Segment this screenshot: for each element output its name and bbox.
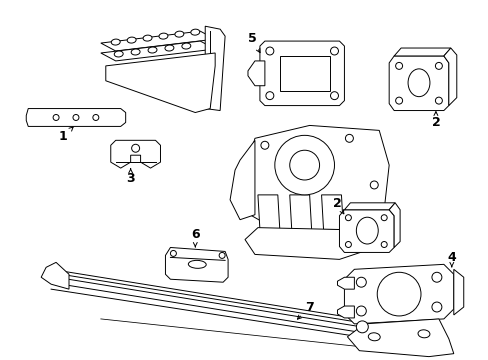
Polygon shape (230, 140, 254, 220)
Polygon shape (244, 125, 388, 235)
Polygon shape (279, 56, 329, 91)
Circle shape (131, 144, 139, 152)
Text: 2: 2 (430, 112, 439, 129)
Polygon shape (388, 56, 448, 111)
Circle shape (345, 134, 353, 142)
Ellipse shape (127, 37, 136, 43)
Ellipse shape (190, 29, 199, 35)
Polygon shape (101, 31, 215, 51)
Polygon shape (453, 269, 463, 315)
Text: 1: 1 (59, 127, 73, 143)
Polygon shape (344, 203, 394, 210)
Circle shape (356, 321, 367, 333)
Circle shape (289, 150, 319, 180)
Circle shape (345, 242, 351, 247)
Text: 5: 5 (247, 32, 260, 53)
Text: 6: 6 (191, 228, 199, 247)
Text: 7: 7 (297, 301, 313, 319)
Circle shape (330, 47, 338, 55)
Circle shape (381, 215, 386, 221)
Polygon shape (289, 195, 311, 230)
Circle shape (265, 92, 273, 100)
Circle shape (345, 215, 351, 221)
Circle shape (73, 114, 79, 121)
Circle shape (93, 114, 99, 121)
Polygon shape (101, 41, 215, 61)
Circle shape (381, 242, 386, 247)
Ellipse shape (111, 39, 120, 45)
Polygon shape (260, 41, 344, 105)
Polygon shape (393, 48, 450, 56)
Circle shape (369, 181, 377, 189)
Polygon shape (443, 48, 456, 105)
Polygon shape (339, 210, 393, 252)
Polygon shape (41, 262, 69, 289)
Text: 4: 4 (447, 251, 455, 267)
Circle shape (376, 272, 420, 316)
Ellipse shape (407, 69, 429, 96)
Ellipse shape (182, 43, 190, 49)
Polygon shape (337, 306, 354, 318)
Polygon shape (111, 140, 160, 168)
Circle shape (330, 92, 338, 100)
Polygon shape (51, 269, 368, 334)
Polygon shape (388, 203, 399, 247)
Circle shape (356, 277, 366, 287)
Ellipse shape (131, 49, 140, 55)
Circle shape (274, 135, 334, 195)
Circle shape (356, 306, 366, 316)
Polygon shape (257, 195, 279, 230)
Polygon shape (337, 277, 354, 289)
Ellipse shape (188, 260, 206, 268)
Ellipse shape (114, 51, 123, 57)
Ellipse shape (159, 33, 167, 39)
Text: 2: 2 (332, 197, 343, 214)
Circle shape (431, 272, 441, 282)
Ellipse shape (356, 217, 377, 244)
Ellipse shape (417, 330, 429, 338)
Circle shape (53, 114, 59, 121)
Circle shape (219, 252, 224, 258)
Polygon shape (244, 228, 368, 260)
Ellipse shape (175, 31, 183, 37)
Circle shape (265, 47, 273, 55)
Polygon shape (247, 61, 264, 86)
Circle shape (170, 251, 176, 256)
Polygon shape (105, 53, 215, 113)
Circle shape (434, 62, 442, 69)
Ellipse shape (164, 45, 174, 51)
Polygon shape (26, 109, 125, 126)
Polygon shape (205, 26, 224, 111)
Ellipse shape (143, 35, 152, 41)
Circle shape (395, 62, 402, 69)
Polygon shape (165, 247, 227, 282)
Circle shape (434, 97, 442, 104)
Ellipse shape (367, 333, 380, 341)
Circle shape (395, 97, 402, 104)
Text: 3: 3 (126, 168, 135, 185)
Ellipse shape (148, 47, 157, 53)
Polygon shape (344, 264, 453, 324)
Circle shape (261, 141, 268, 149)
Circle shape (431, 302, 441, 312)
Polygon shape (321, 195, 343, 230)
Polygon shape (346, 319, 453, 357)
